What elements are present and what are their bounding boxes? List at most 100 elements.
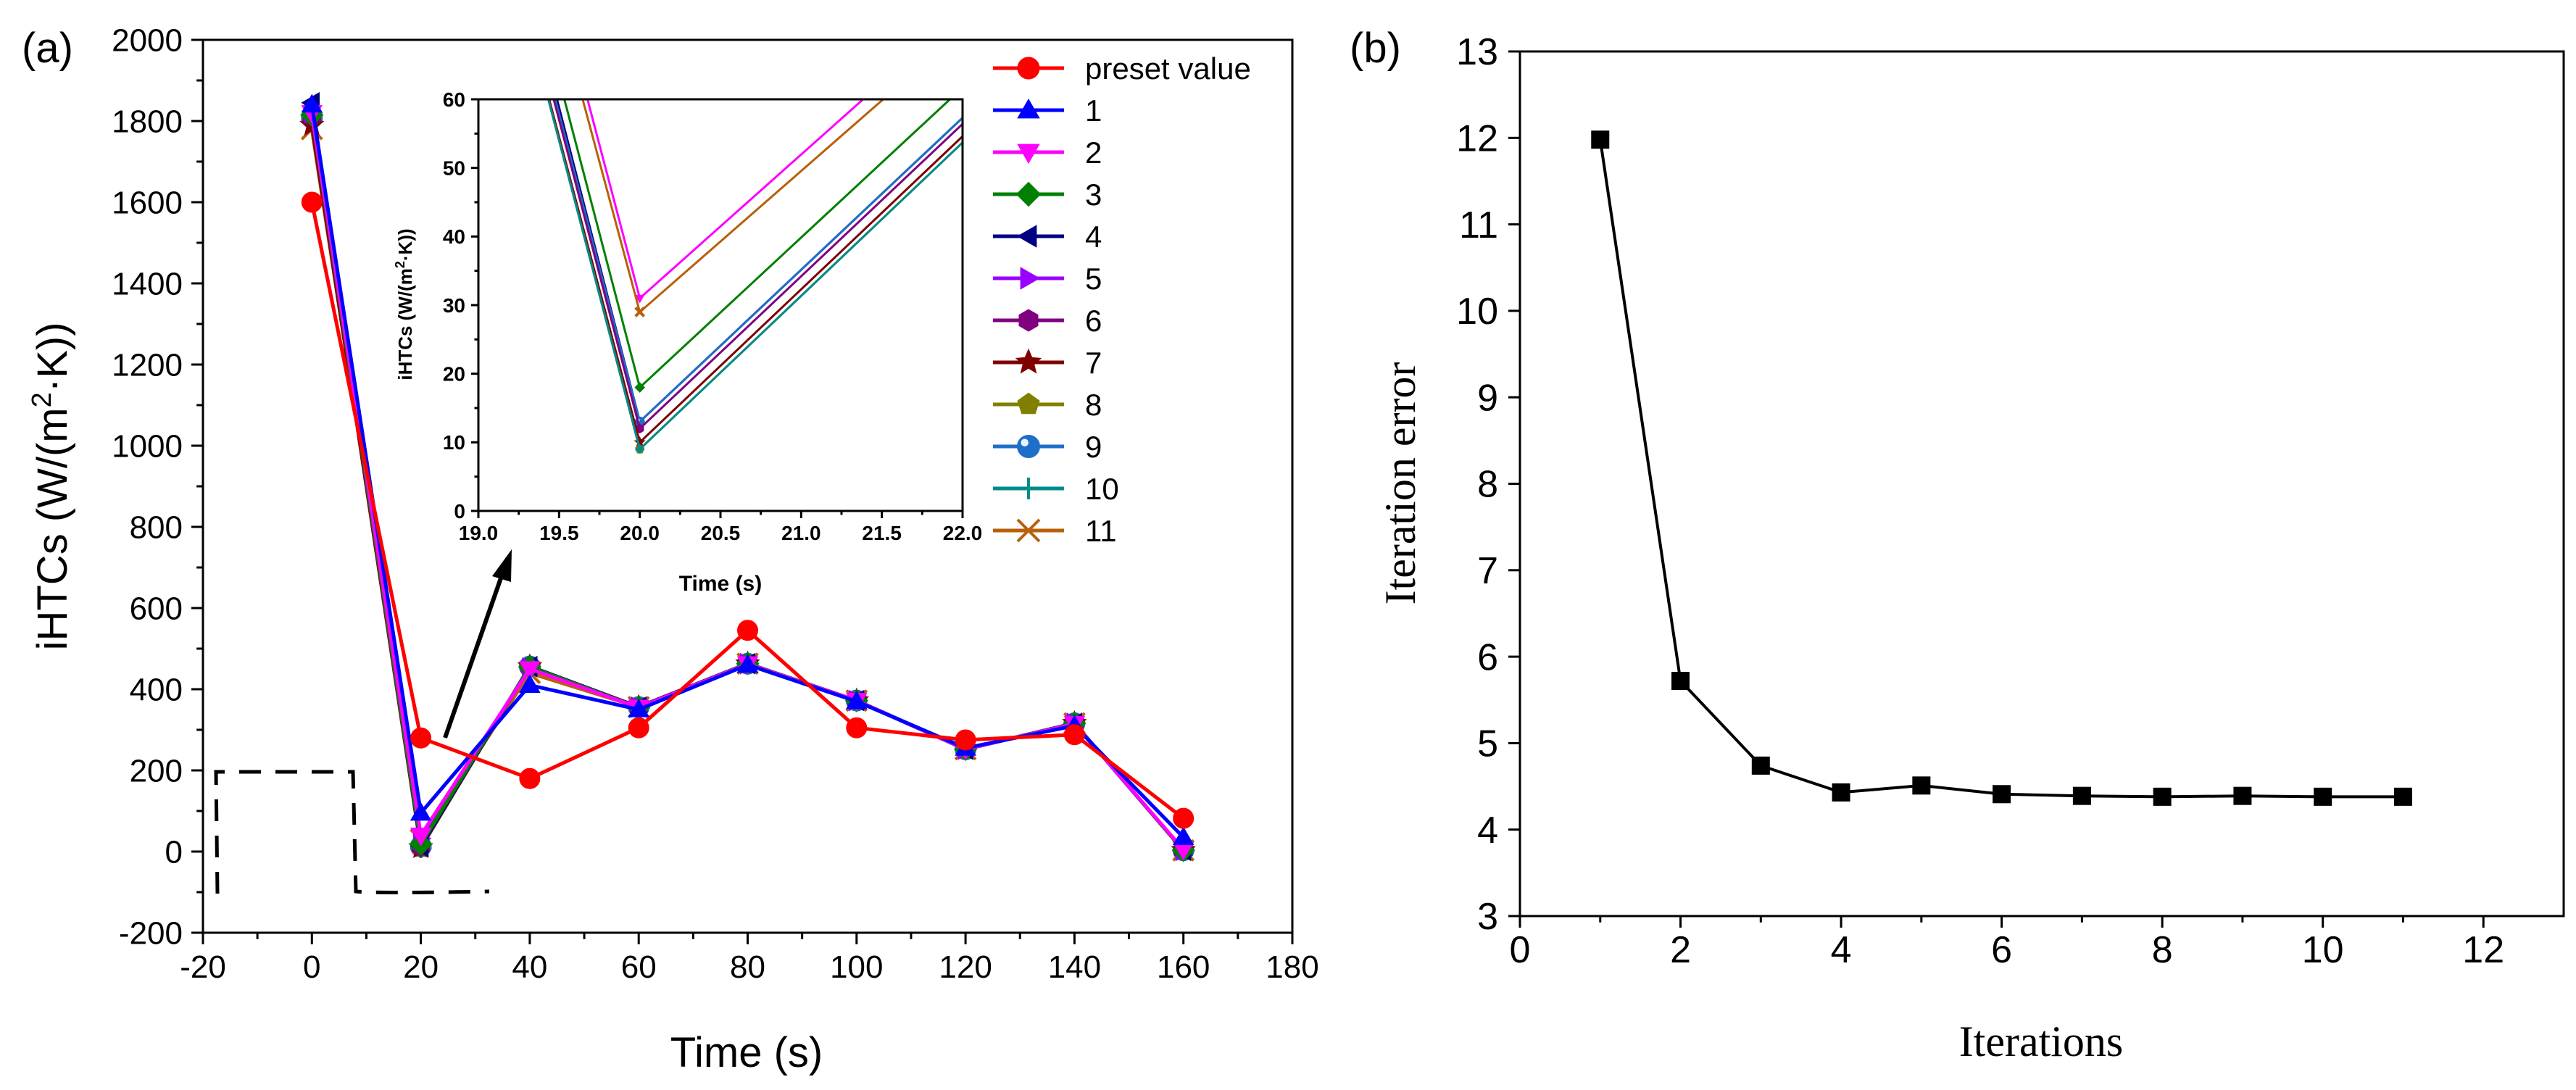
iteration-error-point — [1591, 130, 1610, 149]
y-tick-label: 1200 — [112, 347, 183, 383]
x-tick-label: 180 — [1266, 949, 1318, 985]
x-tick-label: 4 — [1831, 929, 1852, 971]
legend-item-1: 1 — [993, 93, 1102, 128]
legend-swatch-marker — [1015, 348, 1042, 374]
y-tick-label: 1800 — [112, 104, 183, 139]
inset-y-axis: 0 10 20 30 40 50 60 — [443, 88, 478, 523]
inset-series-11 — [581, 99, 885, 317]
x-tick-label: 160 — [1157, 949, 1210, 985]
inset-data-point — [634, 294, 645, 304]
x-tick-label: 21.5 — [862, 522, 902, 544]
iteration-error-point — [2314, 787, 2332, 806]
zoom-region-box — [214, 770, 490, 894]
legend-swatch-marker — [1017, 392, 1040, 415]
legend-swatch-marker — [1017, 57, 1040, 80]
panel-a-label: (a) — [22, 25, 73, 72]
panel-b-y-axis-title: Iteration error — [1376, 362, 1424, 605]
data-point — [519, 674, 541, 693]
legend-label: preset value — [1085, 51, 1251, 86]
y-tick-label: 1600 — [112, 185, 183, 220]
iteration-error-point — [1912, 776, 1931, 795]
legend-item-3: 3 — [993, 178, 1102, 212]
legend-item-8: 8 — [993, 388, 1102, 422]
legend-label: 7 — [1085, 346, 1102, 380]
x-tick-label: 8 — [2152, 929, 2173, 971]
x-tick-label: 60 — [621, 949, 657, 985]
data-point — [410, 828, 432, 846]
legend-label: 9 — [1085, 430, 1102, 464]
data-point — [1172, 826, 1194, 845]
y-tick-label: 50 — [443, 157, 465, 179]
x-tick-label: -20 — [180, 949, 226, 985]
data-point — [955, 729, 976, 751]
iteration-error-point — [2072, 786, 2091, 805]
y-tick-label: 6 — [1477, 636, 1498, 678]
iteration-error-line — [1598, 139, 2403, 799]
y-tick-label: 600 — [130, 591, 183, 626]
x-tick-label: 19.5 — [539, 522, 579, 544]
legend-label: 10 — [1085, 472, 1119, 506]
x-tick-label: 20 — [403, 949, 439, 985]
legend-item-2: 2 — [993, 136, 1102, 170]
data-point — [519, 767, 541, 789]
y-tick-label: 30 — [443, 294, 465, 317]
x-tick-label: 2 — [1670, 929, 1691, 971]
y-tick-label: 8 — [1477, 464, 1498, 506]
data-point — [846, 717, 868, 739]
legend-swatch-marker — [1017, 435, 1040, 458]
legend-label: 5 — [1085, 262, 1102, 296]
y-tick-label: 2000 — [112, 22, 183, 58]
panel-b: (b) 0 2 4 6 8 10 12 3 4 5 6 7 8 9 10 11 12 13 Iterations… — [1350, 25, 2565, 1065]
legend-swatch-marker — [1017, 143, 1040, 165]
data-point — [301, 93, 323, 113]
y-tick-label: 0 — [454, 500, 465, 523]
x-tick-label: 20.0 — [620, 522, 660, 544]
iteration-error-point — [1751, 756, 1770, 775]
x-tick-label: 10 — [2302, 929, 2344, 971]
data-point — [628, 698, 649, 717]
inset-data-point — [634, 382, 646, 393]
y-tick-label: 0 — [165, 834, 183, 870]
panel-a-y-axis: -200 0 200 400 600 800 1000 1200 1400 1600 1800 200… — [112, 22, 203, 951]
y-tick-label: 12 — [1456, 118, 1498, 160]
iteration-error-point — [1671, 672, 1690, 691]
legend-label: 4 — [1085, 220, 1102, 254]
iteration-error-point — [2153, 787, 2172, 806]
data-point — [846, 690, 868, 710]
panel-b-plot-frame — [1518, 50, 2565, 918]
inset-background — [478, 99, 963, 511]
inset-data-point — [634, 307, 646, 317]
inset-series-3 — [563, 99, 952, 393]
legend-swatch-marker-highlight — [1021, 438, 1029, 446]
y-tick-label: 5 — [1477, 723, 1498, 765]
data-point — [1063, 724, 1085, 746]
y-tick-label: 10 — [1456, 291, 1498, 333]
data-point — [1173, 807, 1194, 829]
inset-series-10 — [547, 99, 963, 454]
y-tick-label: 20 — [443, 362, 465, 385]
legend-swatch-marker — [1018, 478, 1039, 499]
x-tick-label: 40 — [512, 949, 547, 985]
panel-b-x-axis: 0 2 4 6 8 10 12 — [1510, 916, 2504, 971]
y-tick-label: 9 — [1477, 377, 1498, 419]
y-tick-label: 1000 — [112, 428, 183, 464]
series-1 — [301, 93, 1194, 845]
legend: preset value 1 2 3 4 5 6 7 8 9 10 11 — [993, 51, 1251, 548]
panel-b-series — [1591, 130, 2412, 806]
y-tick-label: 40 — [443, 225, 465, 248]
y-tick-label: 10 — [443, 431, 465, 454]
y-tick-label: 11 — [1459, 204, 1498, 246]
panel-b-x-axis-title: Iterations — [1959, 1018, 2124, 1065]
x-tick-label: 80 — [730, 949, 765, 985]
iteration-error-point — [1993, 785, 2011, 804]
legend-item-preset-value: preset value — [993, 51, 1251, 86]
y-tick-label: 200 — [130, 753, 183, 789]
y-tick-label: -200 — [119, 915, 183, 951]
legend-item-6: 6 — [993, 304, 1102, 338]
inset-lines-clip — [547, 99, 963, 454]
x-tick-label: 22.0 — [943, 522, 983, 544]
y-tick-label: 3 — [1477, 896, 1498, 938]
x-tick-label: 6 — [1991, 929, 2012, 971]
zoom-arrow-shaft — [443, 573, 504, 739]
